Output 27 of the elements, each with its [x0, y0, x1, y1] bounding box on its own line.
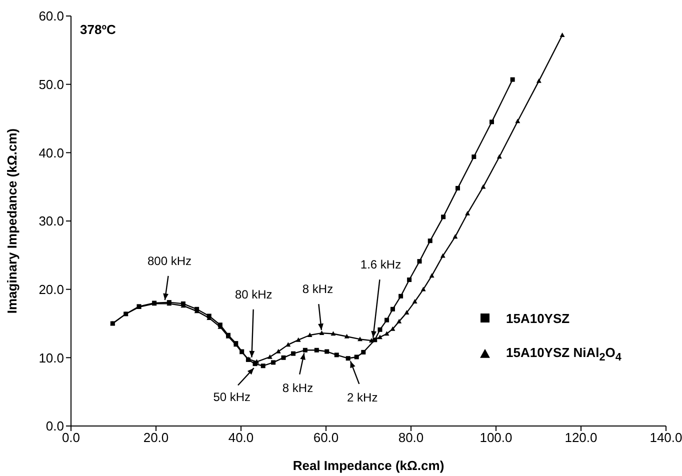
annotation: 50 kHz	[213, 390, 251, 404]
y-tick-label: 40.0	[38, 145, 64, 160]
x-tick-label: 140.0	[650, 430, 682, 446]
annotation: 8 kHz	[282, 381, 314, 396]
annotation: 2 kHz	[347, 390, 378, 404]
y-axis-title: Imaginary Impedance (kΩ.cm)	[4, 128, 20, 314]
annotation: 1.6 kHz	[360, 258, 402, 272]
x-tick-label: 120.0	[564, 430, 598, 446]
x-tick-label: 40.0	[228, 430, 254, 446]
x-tick-label: 80.0	[398, 430, 424, 446]
annotation: 80 kHz	[234, 287, 272, 302]
x-tick-label: 60.0	[313, 430, 339, 446]
y-tick-label: 0.0	[46, 418, 64, 434]
legend-label: 15A10YSZ	[506, 310, 570, 326]
annotation: 800 kHz	[147, 254, 192, 268]
y-tick-label: 20.0	[38, 282, 64, 297]
y-tick-label: 50.0	[38, 76, 64, 92]
y-tick-label: 10.0	[38, 350, 64, 366]
legend-label: 15A10YSZ NiAl$_{2}$O$_{4}$	[506, 344, 622, 364]
y-tick-label: 30.0	[38, 214, 64, 229]
x-tick-label: 100.0	[480, 430, 512, 446]
x-tick-label: 20.0	[143, 430, 169, 446]
y-tick-label: 60.0	[38, 8, 64, 24]
annotation: 8 kHz	[302, 282, 334, 296]
x-tick-label: 0.0	[62, 430, 80, 446]
annotation: 378ºC	[80, 22, 116, 37]
x-axis-title: Real Impedance (kΩ.cm)	[292, 458, 444, 473]
